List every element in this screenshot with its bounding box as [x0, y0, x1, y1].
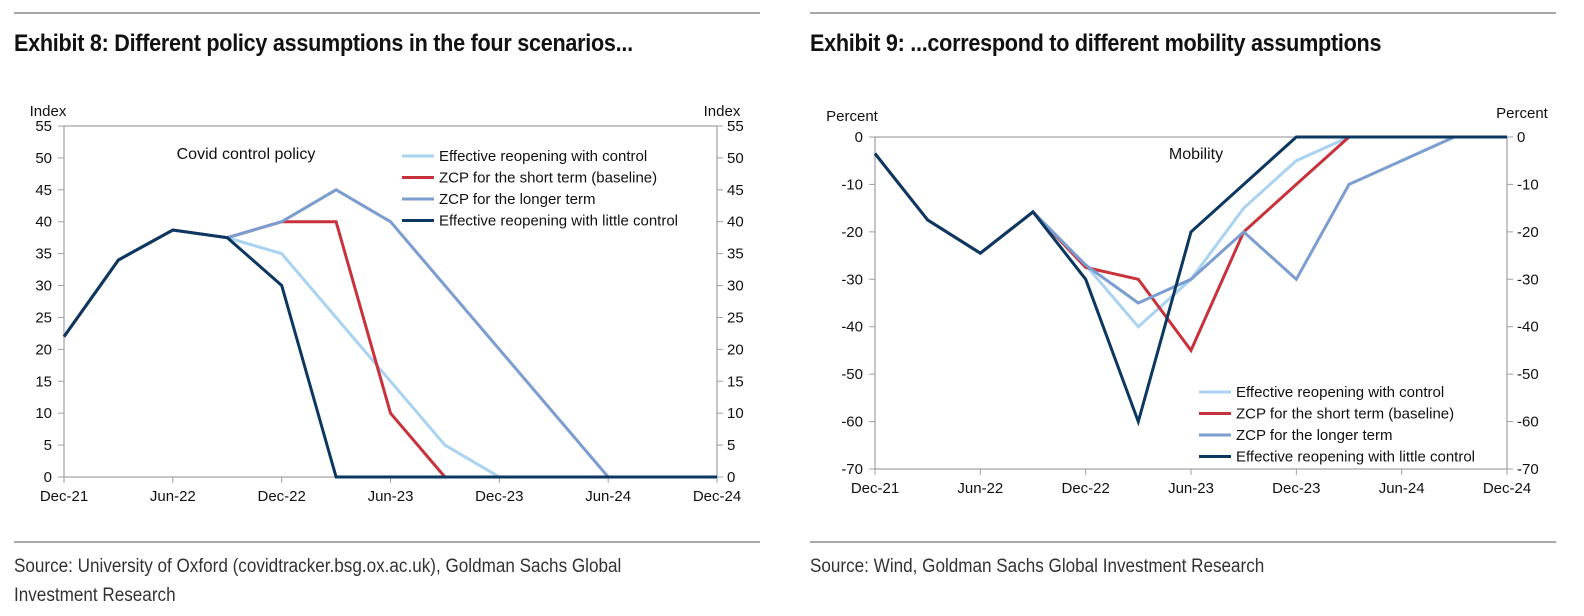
y-tick-label-left: 0: [44, 469, 52, 486]
y-tick-label-left: 50: [35, 150, 52, 167]
x-tick-label: Dec-23: [475, 488, 523, 505]
y-tick-label-left: -60: [841, 414, 863, 431]
x-tick-label: Jun-24: [1379, 480, 1425, 497]
y-tick-label-right: 15: [727, 373, 744, 390]
series-line: [62, 188, 717, 479]
y-tick-label-left: -10: [841, 176, 863, 193]
y-tick-label-left: 20: [35, 341, 52, 358]
y-tick-label-left: -30: [841, 271, 863, 288]
series-line: [873, 135, 1507, 427]
y-tick-label-left: 15: [35, 373, 52, 390]
y-tick-label-right: 25: [727, 309, 744, 326]
y-tick-label-right: -70: [1517, 461, 1539, 478]
exhibit-8-panel: Exhibit 8: Different policy assumptions …: [0, 0, 780, 616]
y-axis-label-left: Percent: [826, 108, 879, 125]
chart-inner-title: Covid control policy: [177, 146, 316, 163]
y-tick-label-right: 30: [727, 278, 744, 295]
x-tick-label: Dec-23: [1272, 480, 1320, 497]
x-tick-label: Dec-21: [851, 480, 899, 497]
y-tick-label-left: 0: [855, 129, 863, 146]
y-tick-label-left: -50: [841, 366, 863, 383]
legend-label: Effective reopening with control: [439, 148, 647, 165]
chart-inner-title: Mobility: [1169, 146, 1223, 163]
y-axis-label-left: Index: [30, 103, 67, 120]
exhibit-8-source: Source: University of Oxford (covidtrack…: [14, 556, 622, 606]
x-tick-label: Jun-23: [1168, 480, 1214, 497]
y-tick-label-left: 45: [35, 182, 52, 199]
y-tick-label-right: 20: [727, 341, 744, 358]
y-tick-label-left: -70: [841, 461, 863, 478]
series-line: [62, 228, 717, 479]
y-tick-label-right: 45: [727, 182, 744, 199]
y-tick-label-right: 0: [727, 469, 735, 486]
y-tick-label-left: -40: [841, 319, 863, 336]
y-tick-label-left: 5: [44, 437, 52, 454]
bottom-rule: [14, 541, 760, 543]
y-tick-label-right: 35: [727, 246, 744, 263]
y-tick-label-right: -10: [1517, 176, 1539, 193]
exhibit-9-chart: -70 -70 -60 -60 -50 -50 -40 -40 -30 -30 -20 -20 -10 -…: [826, 105, 1549, 497]
legend-label: ZCP for the short term (baseline): [439, 170, 657, 187]
exhibit-8-title: Exhibit 8: Different policy assumptions …: [14, 30, 633, 57]
x-tick-label: Jun-22: [957, 480, 1003, 497]
top-rule: [810, 12, 1556, 14]
y-axis-label-right: Percent: [1496, 105, 1549, 122]
y-tick-label-left: 25: [35, 309, 52, 326]
exhibit-9-title: Exhibit 9: ...correspond to different mo…: [810, 30, 1382, 57]
x-tick-label: Dec-22: [1061, 480, 1109, 497]
y-tick-label-right: -50: [1517, 366, 1539, 383]
y-tick-label-right: 40: [727, 214, 744, 231]
y-tick-label-right: 0: [1517, 129, 1525, 146]
legend-label: Effective reopening with little control: [1236, 449, 1475, 466]
top-rule: [14, 12, 760, 14]
bottom-rule: [810, 541, 1556, 543]
y-tick-label-right: 55: [727, 118, 744, 135]
y-tick-label-left: 40: [35, 214, 52, 231]
y-tick-label-right: 5: [727, 437, 735, 454]
y-tick-label-left: 55: [35, 118, 52, 135]
exhibit-9-source: Source: Wind, Goldman Sachs Global Inves…: [810, 556, 1265, 577]
legend-label: Effective reopening with little control: [439, 213, 678, 230]
x-tick-label: Dec-22: [257, 488, 305, 505]
x-tick-label: Jun-22: [150, 488, 196, 505]
series-line: [62, 220, 717, 479]
y-tick-label-left: 10: [35, 405, 52, 422]
y-tick-label-right: -20: [1517, 224, 1539, 241]
y-tick-label-right: 50: [727, 150, 744, 167]
x-tick-label: Dec-24: [1483, 480, 1531, 497]
x-tick-label: Dec-21: [40, 488, 88, 505]
y-tick-label-right: -30: [1517, 271, 1539, 288]
y-axis-label-right: Index: [704, 103, 741, 120]
x-tick-label: Jun-24: [585, 488, 631, 505]
y-tick-label-right: 10: [727, 405, 744, 422]
x-tick-label: Jun-23: [368, 488, 414, 505]
y-tick-label-right: -60: [1517, 414, 1539, 431]
series-line: [873, 135, 1507, 354]
legend-label: ZCP for the longer term: [1236, 427, 1392, 444]
legend-label: Effective reopening with control: [1236, 384, 1444, 401]
x-tick-label: Dec-24: [693, 488, 741, 505]
y-tick-label-left: 35: [35, 246, 52, 263]
legend-label: ZCP for the longer term: [439, 191, 595, 208]
series-line: [62, 228, 717, 479]
y-tick-label-left: -20: [841, 224, 863, 241]
legend-label: ZCP for the short term (baseline): [1236, 406, 1454, 423]
y-tick-label-left: 30: [35, 278, 52, 295]
exhibit-9-panel: Exhibit 9: ...correspond to different mo…: [810, 0, 1584, 616]
y-tick-label-right: -40: [1517, 319, 1539, 336]
